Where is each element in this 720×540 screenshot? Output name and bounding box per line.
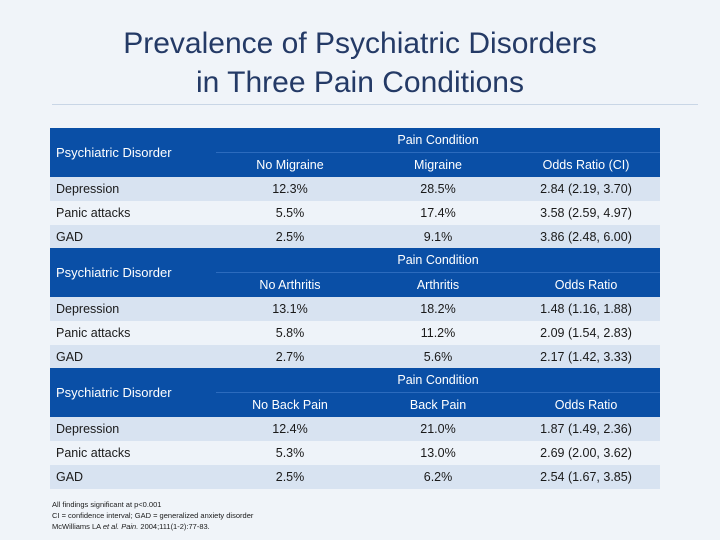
footnote: All findings significant at p<0.001 CI =… [52,499,312,532]
migraine-table: Psychiatric Disorder Pain Condition No M… [50,128,661,249]
title-line-1: Prevalence of Psychiatric Disorders [123,27,597,60]
table-cell: 9.1% [364,225,512,249]
citation-authors: McWilliams LA [52,522,103,531]
row-label: Depression [50,177,216,201]
table-cell: 2.69 (2.00, 3.62) [512,441,661,465]
row-label: Depression [50,297,216,321]
psychiatric-disorder-header: Psychiatric Disorder [50,248,216,297]
table-cell: 13.0% [364,441,512,465]
column-header: Odds Ratio [512,392,661,417]
citation: McWilliams LA et al. Pain. 2004;111(1-2)… [52,521,312,532]
table-row: GAD 2.5% 6.2% 2.54 (1.67, 3.85) [50,465,661,489]
table-cell: 2.17 (1.42, 3.33) [512,345,661,369]
column-header: No Migraine [216,152,364,177]
abbreviations-note: CI = confidence interval; GAD = generali… [52,511,254,520]
table-row: Depression 13.1% 18.2% 1.48 (1.16, 1.88) [50,297,661,321]
row-label: Depression [50,417,216,441]
table-cell: 2.5% [216,465,364,489]
table-cell: 2.5% [216,225,364,249]
table-row: Depression 12.4% 21.0% 1.87 (1.49, 2.36) [50,417,661,441]
row-label: GAD [50,465,216,489]
table-cell: 5.5% [216,201,364,225]
psychiatric-disorder-header: Psychiatric Disorder [50,128,216,177]
table-cell: 12.4% [216,417,364,441]
table-cell: 1.87 (1.49, 2.36) [512,417,661,441]
column-header: No Arthritis [216,272,364,297]
significance-note: All findings significant at p<0.001 [52,500,162,509]
table-cell: 5.6% [364,345,512,369]
citation-journal: Pain. [121,522,139,531]
table-cell: 21.0% [364,417,512,441]
title-divider [52,104,698,105]
table-cell: 2.54 (1.67, 3.85) [512,465,661,489]
column-header: Arthritis [364,272,512,297]
table-cell: 5.3% [216,441,364,465]
table-row: GAD 2.5% 9.1% 3.86 (2.48, 6.00) [50,225,661,249]
arthritis-table: Psychiatric Disorder Pain Condition No A… [50,248,661,369]
citation-etal: et al. [102,522,120,531]
table-cell: 1.48 (1.16, 1.88) [512,297,661,321]
table-cell: 6.2% [364,465,512,489]
table-cell: 2.7% [216,345,364,369]
column-header: No Back Pain [216,392,364,417]
citation-details: 2004;111(1-2):77-83. [138,522,210,531]
row-label: GAD [50,345,216,369]
table-cell: 3.86 (2.48, 6.00) [512,225,661,249]
table-cell: 28.5% [364,177,512,201]
row-label: Panic attacks [50,201,216,225]
column-header: Back Pain [364,392,512,417]
table-cell: 2.84 (2.19, 3.70) [512,177,661,201]
pain-condition-header: Pain Condition [216,128,661,153]
pain-condition-header: Pain Condition [216,248,661,273]
table-row: Depression 12.3% 28.5% 2.84 (2.19, 3.70) [50,177,661,201]
column-header: Migraine [364,152,512,177]
psychiatric-disorder-header: Psychiatric Disorder [50,368,216,417]
row-label: Panic attacks [50,321,216,345]
table-row: Panic attacks 5.8% 11.2% 2.09 (1.54, 2.8… [50,321,661,345]
table-cell: 12.3% [216,177,364,201]
table-cell: 13.1% [216,297,364,321]
table-cell: 18.2% [364,297,512,321]
table-cell: 5.8% [216,321,364,345]
pain-condition-header: Pain Condition [216,368,661,393]
title-line-2: in Three Pain Conditions [196,66,524,99]
table-row: Panic attacks 5.3% 13.0% 2.69 (2.00, 3.6… [50,441,661,465]
table-cell: 2.09 (1.54, 2.83) [512,321,661,345]
table-cell: 3.58 (2.59, 4.97) [512,201,661,225]
row-label: Panic attacks [50,441,216,465]
column-header: Odds Ratio [512,272,661,297]
table-row: GAD 2.7% 5.6% 2.17 (1.42, 3.33) [50,345,661,369]
table-cell: 11.2% [364,321,512,345]
slide-title: Prevalence of Psychiatric Disorders in T… [0,24,720,102]
back-pain-table: Psychiatric Disorder Pain Condition No B… [50,368,661,489]
row-label: GAD [50,225,216,249]
table-row: Panic attacks 5.5% 17.4% 3.58 (2.59, 4.9… [50,201,661,225]
column-header: Odds Ratio (CI) [512,152,661,177]
table-cell: 17.4% [364,201,512,225]
